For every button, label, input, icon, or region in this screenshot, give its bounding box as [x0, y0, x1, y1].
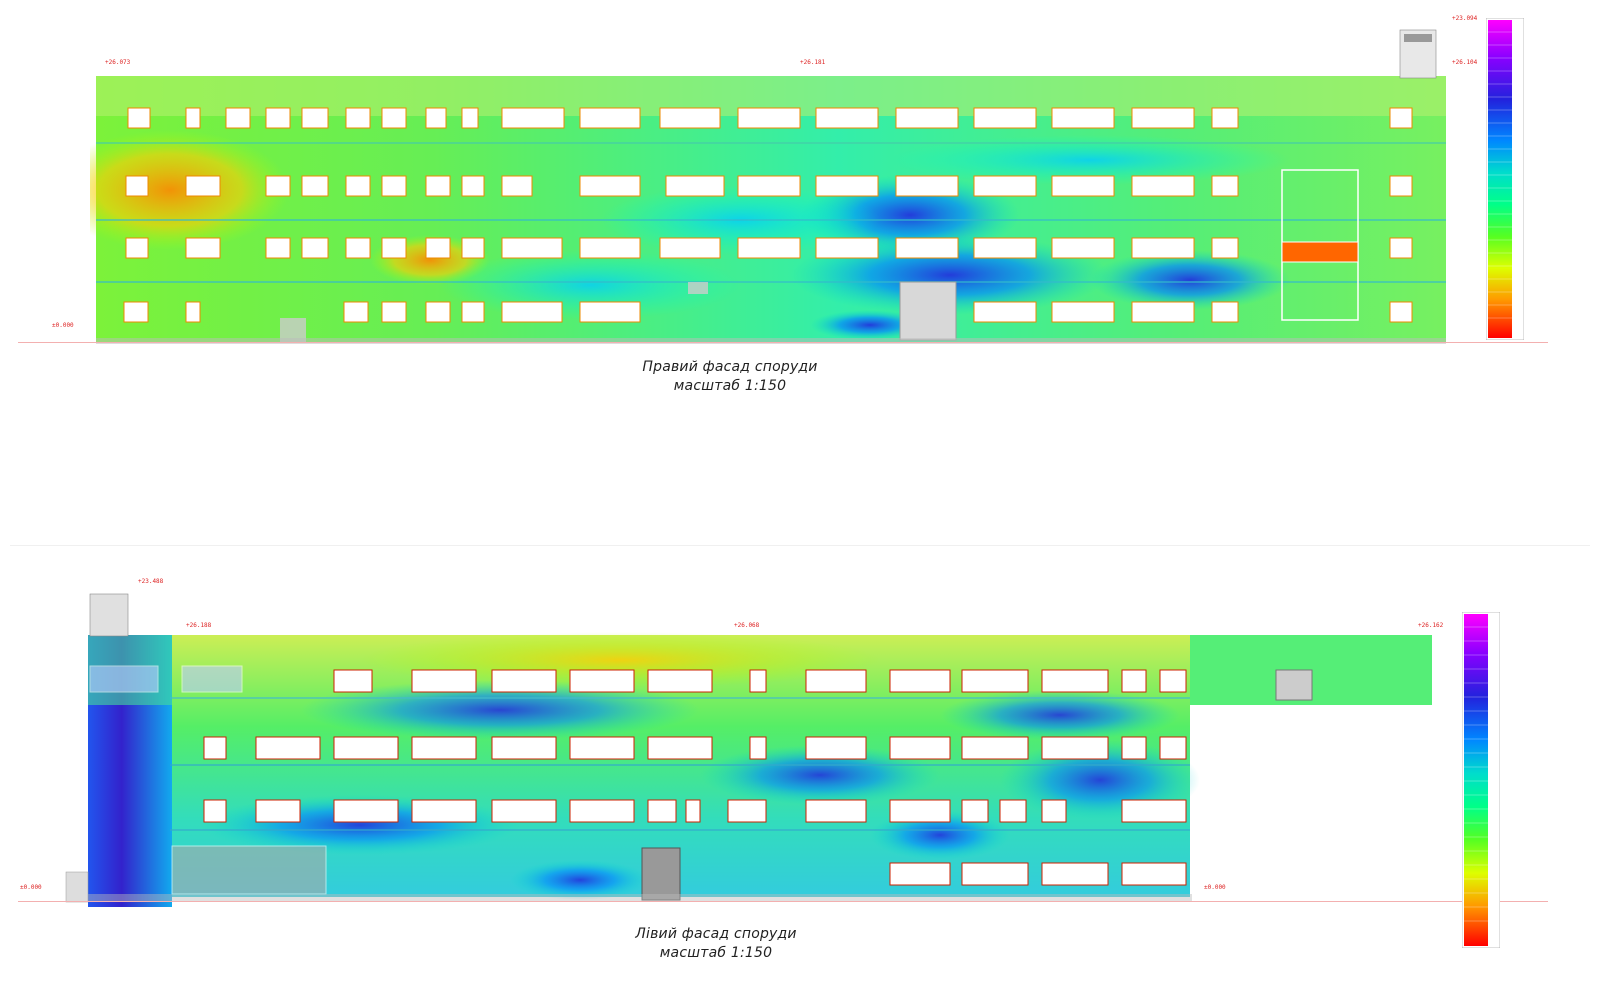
left-elev-ground-left: ±0.000: [20, 884, 42, 891]
left-elev-ground-right: ±0.000: [1204, 884, 1226, 891]
right-facade-scale: масштаб 1:150: [673, 378, 787, 394]
right-elev-ground: ±0.000: [52, 322, 74, 329]
left-facade-scale: масштаб 1:150: [659, 945, 773, 961]
left-elev-left-top: +26.188: [186, 622, 212, 629]
left-facade-heatmap: [65, 593, 1432, 907]
right-facade-caption: Правий фасад споруди масштаб 1:150: [580, 358, 880, 396]
left-facade-caption: Лівий фасад споруди масштаб 1:150: [566, 925, 866, 963]
right-facade-heatmap: [90, 29, 1446, 344]
left-facade-title: Лівий фасад споруди: [635, 926, 797, 942]
right-elev-left-top: +26.073: [105, 59, 131, 66]
right-elev-center-top: +26.181: [800, 59, 826, 66]
right-color-scale-legend: [1486, 18, 1524, 340]
left-elev-center-top: +26.068: [734, 622, 760, 629]
right-elev-right-top: +26.104: [1452, 59, 1478, 66]
left-elev-tower-top: +23.488: [138, 578, 164, 585]
left-elev-right-top: +26.162: [1418, 622, 1444, 629]
sheet-divider: [10, 545, 1590, 546]
left-ground-line: [18, 901, 1548, 902]
right-elev-tower-top: +23.094: [1452, 15, 1478, 22]
left-color-scale-legend: [1462, 612, 1500, 948]
right-facade-title: Правий фасад споруди: [642, 359, 818, 375]
right-ground-line: [18, 342, 1548, 343]
